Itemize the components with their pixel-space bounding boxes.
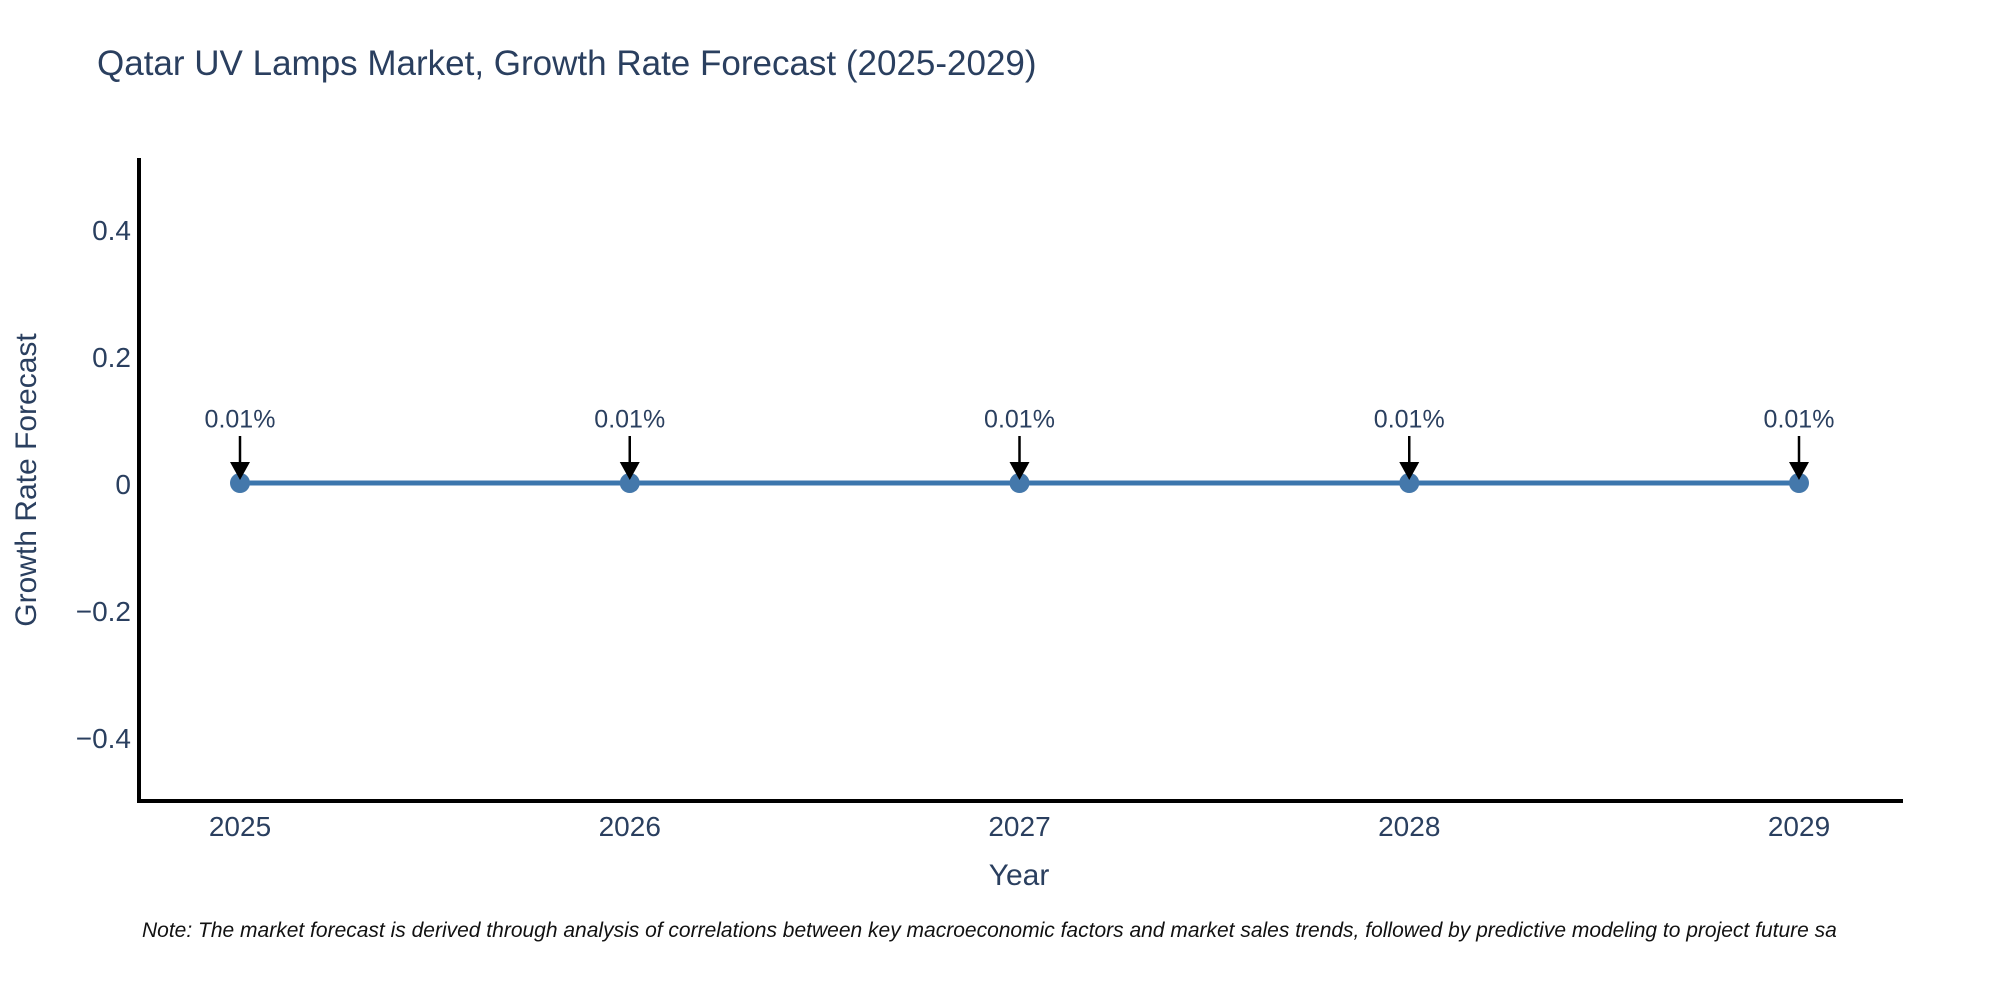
x-tick-label: 2028 [1378,811,1441,842]
x-tick-label: 2025 [208,811,272,842]
x-tick-label: 2029 [1767,811,1831,842]
annotation-arrowhead-icon [1009,462,1030,480]
y-tick-label: −0.2 [75,596,131,627]
data-point-marker [1399,473,1420,493]
data-point-marker [1009,473,1030,493]
y-tick-label: −0.4 [75,723,131,754]
x-axis-title: Year [988,859,1050,892]
data-point-label: 0.01% [1763,405,1835,434]
annotation-arrowhead-icon [619,462,640,480]
y-tick-label: 0 [115,469,131,500]
data-point-label: 0.01% [204,405,276,434]
footnote: Note: The market forecast is derived thr… [142,919,1837,942]
data-point-marker [230,473,250,493]
chart-title: Qatar UV Lamps Market, Growth Rate Forec… [97,44,1037,83]
y-tick-label: 0.4 [92,215,131,246]
x-tick-label: 2027 [988,811,1051,842]
data-point-label: 0.01% [984,405,1055,434]
x-tick-label: 2026 [598,811,661,842]
data-point-marker [619,473,640,493]
annotation-arrowhead-icon [1789,462,1809,480]
y-tick-label: 0.2 [92,342,131,373]
annotation-arrowhead-icon [230,462,250,480]
data-point-marker [1789,473,1809,493]
data-point-label: 0.01% [594,405,666,434]
data-point-label: 0.01% [1373,405,1445,434]
annotation-arrowhead-icon [1399,462,1420,480]
